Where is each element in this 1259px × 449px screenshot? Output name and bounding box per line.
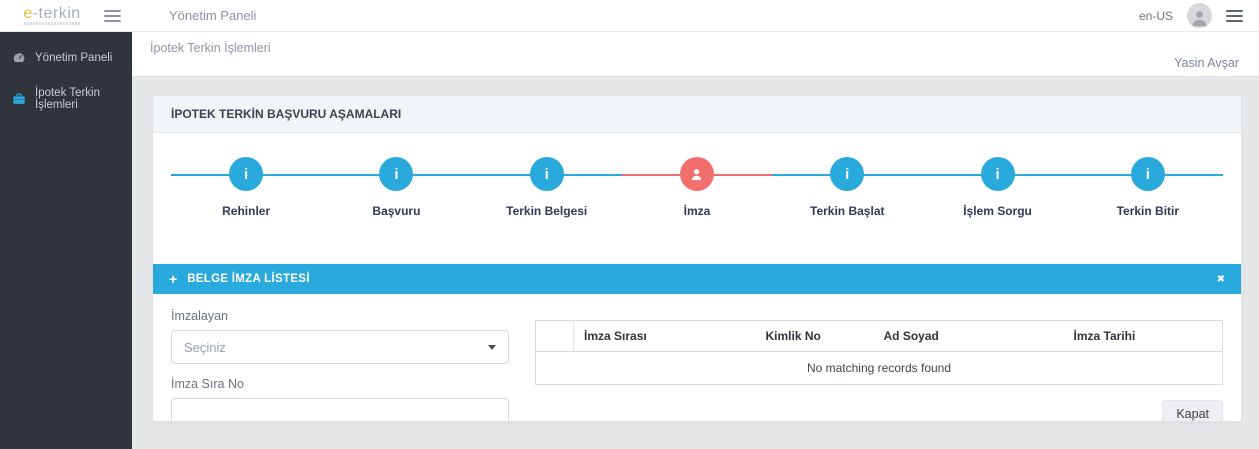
order-no-input[interactable] [171,398,509,421]
signature-panel-header: + BELGE İMZA LİSTESİ ✖ [153,264,1241,294]
signature-form: İmzalayan Seçiniz İmza Sıra No [171,304,509,421]
language-selector[interactable]: en-US [1138,8,1173,23]
step-label: Başvuru [372,204,421,218]
step-rehinler[interactable]: i Rehinler [171,157,321,218]
info-icon: i [229,157,264,191]
sidebar-item-label: Yönetim Paneli [35,52,113,64]
info-icon: i [980,157,1015,191]
step-terkin-bitir[interactable]: i Terkin Bitir [1073,157,1223,218]
step-label: Terkin Bitir [1116,204,1180,218]
table-header-kimlik-no: Kimlik No [755,320,874,352]
app-logo[interactable]: e-terkin [0,6,104,25]
topbar-page-title: Yönetim Paneli [169,8,257,23]
dashboard-icon [13,53,25,62]
step-label: Terkin Başlat [810,204,885,218]
table-header-select [535,320,574,352]
table-header-ad-soyad: Ad Soyad [873,320,1064,352]
sidebar-item-label: İpotek Terkin İşlemleri [35,87,100,111]
order-no-label: İmza Sıra No [171,377,244,391]
sidebar-item-ipotek-terkin[interactable]: İpotek Terkin İşlemleri [0,76,132,122]
logo-prefix: e [23,5,33,22]
signature-panel-title: BELGE İMZA LİSTESİ [187,273,310,285]
wizard-card-title: İPOTEK TERKİN BAŞVURU AŞAMALARI [153,96,1241,133]
info-icon: i [1130,157,1165,191]
wizard-stepper: i Rehinler i Başvuru i Terkin Belgesi [171,133,1223,219]
info-icon: i [379,157,414,191]
breadcrumb: İpotek Terkin İşlemleri [150,41,271,55]
table-header-imza-sirasi: İmza Sırası [573,320,756,352]
wizard-card: İPOTEK TERKİN BAŞVURU AŞAMALARI i Rehinl… [152,95,1242,422]
info-icon: i [830,157,865,191]
close-icon[interactable]: ✖ [1216,273,1225,285]
step-label: İşlem Sorgu [963,204,1032,218]
logo-suffix: -terkin [32,5,81,22]
chevron-down-icon [488,344,496,350]
signature-panel-body: İmzalayan Seçiniz İmza Sıra No [153,294,1241,421]
expand-plus-icon[interactable]: + [169,271,178,287]
signature-table-area: İmza Sırası Kimlik No Ad Soyad İmza Tari… [535,320,1223,421]
briefcase-icon [13,93,25,104]
step-basvuru[interactable]: i Başvuru [321,157,471,218]
sidebar: Yönetim Paneli İpotek Terkin İşlemleri [0,32,132,449]
info-icon: i [529,157,564,191]
step-terkin-baslat[interactable]: i Terkin Başlat [772,157,922,218]
kapat-button[interactable]: Kapat [1162,400,1223,421]
sidebar-item-yonetim-paneli[interactable]: Yönetim Paneli [0,40,132,76]
sidebar-toggle-icon[interactable] [104,8,121,24]
table-header-imza-tarihi: İmza Tarihi [1063,320,1223,352]
topbar-right: en-US [1139,3,1259,28]
signer-select[interactable]: Seçiniz [171,330,509,364]
settings-menu-icon[interactable] [1226,8,1243,24]
signer-label: İmzalayan [171,309,228,323]
table-empty-message: No matching records found [806,361,952,375]
step-label: İmza [683,204,711,218]
signer-select-value: Seçiniz [184,339,226,355]
person-icon [1192,10,1207,27]
topbar: e-terkin Yönetim Paneli en-US [0,0,1259,32]
logo-text: e-terkin [23,5,81,22]
main-area: İpotek Terkin İşlemleri Yasin Avşar İPOT… [132,32,1259,449]
signature-table: İmza Sırası Kimlik No Ad Soyad İmza Tari… [535,320,1223,385]
user-avatar[interactable] [1187,3,1212,28]
current-user-name: Yasin Avşar [1174,56,1239,70]
step-terkin-belgesi[interactable]: i Terkin Belgesi [472,157,622,218]
step-islem-sorgu[interactable]: i İşlem Sorgu [922,157,1072,218]
content: İPOTEK TERKİN BAŞVURU AŞAMALARI i Rehinl… [132,77,1259,422]
breadcrumb-bar: İpotek Terkin İşlemleri Yasin Avşar [132,32,1259,77]
step-label: Terkin Belgesi [506,204,588,218]
step-label: Rehinler [222,204,271,218]
table-row: No matching records found [536,352,1223,385]
step-imza-active[interactable]: İmza [622,157,772,218]
person-icon [679,157,714,191]
logo-tagline [24,22,80,25]
